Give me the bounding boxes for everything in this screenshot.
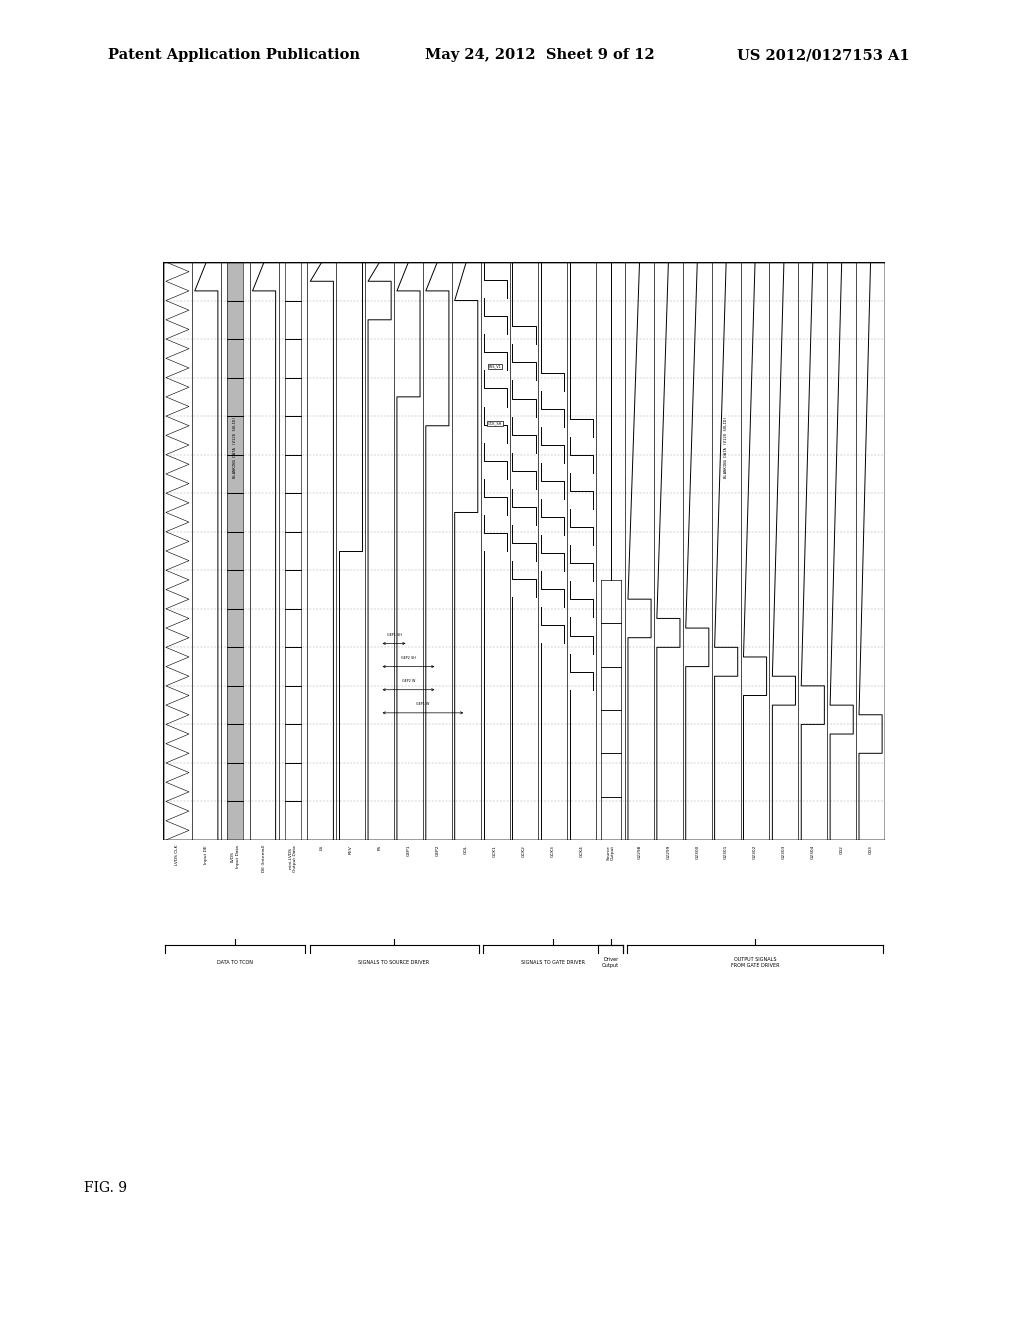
- Text: Source
Output: Source Output: [606, 845, 615, 861]
- Text: G02: G02: [840, 845, 844, 854]
- Text: Driver
Output: Driver Output: [602, 957, 620, 968]
- Polygon shape: [227, 416, 244, 454]
- Text: GCK3: GCK3: [551, 845, 555, 857]
- Polygon shape: [227, 532, 244, 570]
- Polygon shape: [227, 686, 244, 725]
- Text: G03: G03: [868, 845, 872, 854]
- Polygon shape: [227, 647, 244, 686]
- Text: FIG. 9: FIG. 9: [84, 1181, 127, 1195]
- Text: US 2012/0127153 A1: US 2012/0127153 A1: [737, 49, 910, 62]
- Text: GEP1 SH: GEP1 SH: [387, 632, 401, 636]
- Polygon shape: [227, 801, 244, 840]
- Text: SIGNALS TO GATE DRIVER: SIGNALS TO GATE DRIVER: [521, 960, 585, 965]
- Polygon shape: [227, 494, 244, 532]
- Text: GCK1: GCK1: [494, 845, 497, 857]
- Text: mini-LVDS
Output Data: mini-LVDS Output Data: [289, 845, 297, 871]
- Polygon shape: [227, 454, 244, 494]
- Text: GEP2 W: GEP2 W: [401, 678, 415, 682]
- Text: REV: REV: [349, 845, 352, 854]
- Text: May 24, 2012  Sheet 9 of 12: May 24, 2012 Sheet 9 of 12: [425, 49, 654, 62]
- Text: GCK_SH: GCK_SH: [488, 422, 502, 426]
- Text: G2304: G2304: [811, 845, 815, 859]
- Text: G2300: G2300: [695, 845, 699, 859]
- Text: GEP2: GEP2: [435, 845, 439, 857]
- Text: Input DE: Input DE: [205, 845, 208, 863]
- Polygon shape: [227, 301, 244, 339]
- Text: DATA TO TCON: DATA TO TCON: [217, 960, 253, 965]
- Text: GCK4: GCK4: [580, 845, 584, 857]
- Text: FS: FS: [378, 845, 382, 850]
- Polygon shape: [227, 725, 244, 763]
- Text: LS: LS: [319, 845, 324, 850]
- Text: SIGNALS TO SOURCE DRIVER: SIGNALS TO SOURCE DRIVER: [358, 960, 430, 965]
- Text: GEP2 SH: GEP2 SH: [401, 656, 416, 660]
- Text: LVDS
Input Data: LVDS Input Data: [230, 845, 240, 867]
- Text: GCK2: GCK2: [522, 845, 526, 857]
- Text: BLANKING DATA (V128 SOLID): BLANKING DATA (V128 SOLID): [233, 416, 238, 478]
- Text: G2298: G2298: [638, 845, 641, 859]
- Polygon shape: [227, 609, 244, 647]
- Polygon shape: [227, 378, 244, 416]
- Polygon shape: [227, 261, 244, 301]
- Text: GOL: GOL: [464, 845, 468, 854]
- Text: LVDS CLK: LVDS CLK: [175, 845, 179, 866]
- Polygon shape: [227, 570, 244, 609]
- Text: G2299: G2299: [667, 845, 671, 859]
- Text: G2303: G2303: [782, 845, 786, 859]
- Text: GEP1 W: GEP1 W: [416, 702, 430, 706]
- Text: G2301: G2301: [724, 845, 728, 859]
- Text: DE (Internal): DE (Internal): [262, 845, 266, 873]
- Polygon shape: [227, 339, 244, 378]
- Text: FSS_V1: FSS_V1: [488, 364, 502, 368]
- Text: GEP1: GEP1: [407, 845, 411, 857]
- Text: OUTPUT SIGNALS
FROM GATE DRIVER: OUTPUT SIGNALS FROM GATE DRIVER: [731, 957, 779, 968]
- Text: G2302: G2302: [753, 845, 757, 859]
- Text: Patent Application Publication: Patent Application Publication: [108, 49, 359, 62]
- Polygon shape: [227, 763, 244, 801]
- Text: BLANKING DATA (V128 SOLID): BLANKING DATA (V128 SOLID): [724, 416, 728, 478]
